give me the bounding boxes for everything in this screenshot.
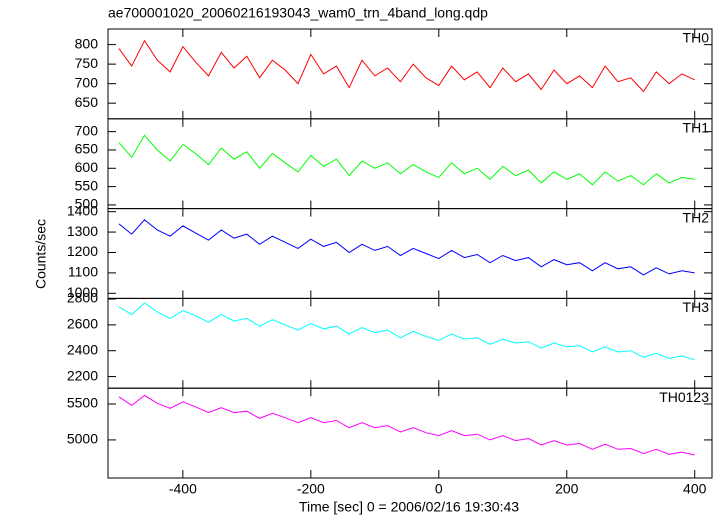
y-tick-label: 650 (75, 94, 99, 110)
panel-label: TH0 (683, 30, 710, 46)
x-tick-label: 200 (555, 481, 579, 497)
series-line (118, 39, 695, 93)
y-tick-label: 650 (75, 141, 99, 157)
y-tick-label: 700 (75, 122, 99, 138)
x-tick-label: 400 (683, 481, 707, 497)
panel-frame (107, 387, 713, 479)
chart-title: ae700001020_20060216193043_wam0_trn_4ban… (108, 5, 488, 21)
y-tick-label: 2600 (67, 316, 98, 332)
y-tick-label: 700 (75, 74, 99, 90)
y-tick-label: 2800 (67, 290, 98, 306)
x-tick-label: -400 (169, 481, 197, 497)
y-tick-label: 500 (75, 196, 99, 212)
y-tick-label: 800 (75, 35, 99, 51)
x-tick-label: -200 (297, 481, 325, 497)
y-tick-label: 1400 (67, 202, 98, 218)
y-tick-label: 1000 (67, 284, 98, 300)
series-line (118, 394, 695, 456)
x-tick-label: 0 (435, 481, 443, 497)
panel-frame (107, 297, 713, 389)
y-tick-label: 5500 (67, 395, 98, 411)
panel-label: TH2 (683, 209, 710, 225)
panel-frame (107, 208, 713, 299)
x-axis-label: Time [sec] 0 = 2006/02/16 19:30:43 (299, 499, 519, 515)
series-line (118, 302, 695, 361)
y-tick-label: 1300 (67, 223, 98, 239)
series-line (118, 219, 695, 276)
series-line (118, 134, 695, 186)
panel-frame (107, 28, 713, 120)
y-tick-label: 5000 (67, 431, 98, 447)
panel-label: TH3 (683, 299, 710, 315)
y-axis-label: Counts/sec (33, 219, 49, 289)
y-tick-label: 550 (75, 177, 99, 193)
y-tick-label: 600 (75, 159, 99, 175)
y-tick-label: 750 (75, 55, 99, 71)
y-tick-label: 1200 (67, 243, 98, 259)
y-tick-label: 2400 (67, 341, 98, 357)
panel-label: TH1 (683, 120, 710, 136)
y-tick-label: 2200 (67, 367, 98, 383)
panel-label: TH0123 (659, 389, 709, 405)
panel-frame (107, 118, 713, 210)
y-tick-label: 1100 (68, 264, 98, 280)
